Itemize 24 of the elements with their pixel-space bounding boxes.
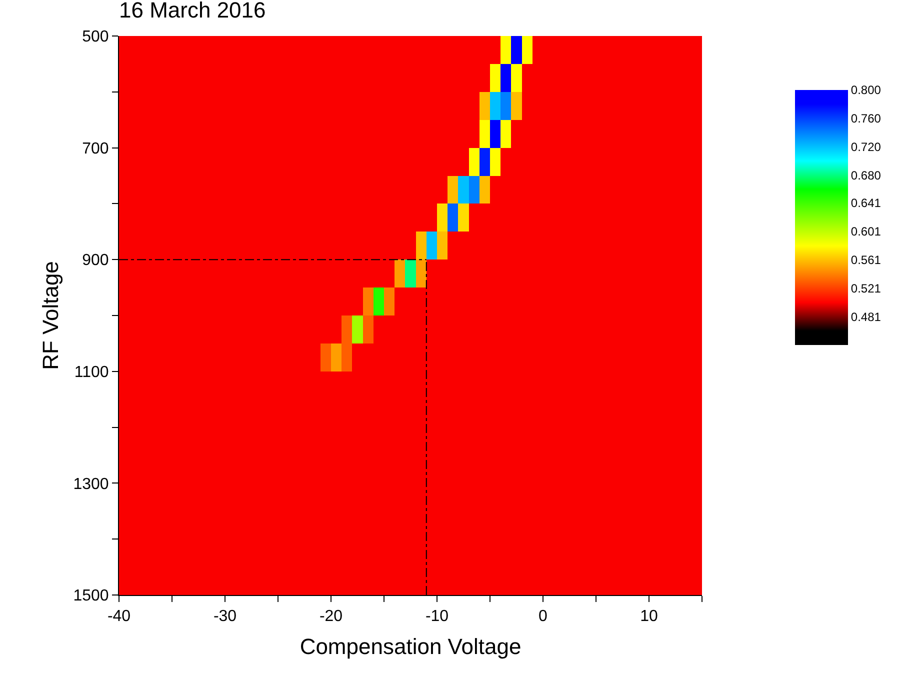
x-axis-title: Compensation Voltage bbox=[300, 634, 522, 660]
color-bar-label: 0.760 bbox=[850, 112, 882, 126]
y-tick-label: 1100 bbox=[74, 364, 109, 381]
x-tick-label: 10 bbox=[640, 608, 658, 626]
x-tick-label: -30 bbox=[213, 608, 237, 626]
y-tick-label: 500 bbox=[82, 28, 109, 46]
y-tick-label: 1500 bbox=[73, 588, 109, 605]
color-bar-label: 0.521 bbox=[850, 281, 882, 296]
x-tick-label: -40 bbox=[107, 608, 131, 626]
chart-title: 16 March 2016 bbox=[119, 0, 266, 22]
y-tick-label: 1300 bbox=[73, 476, 109, 493]
x-tick-label: 0 bbox=[538, 608, 548, 626]
y-tick-label: 700 bbox=[82, 140, 109, 158]
color-bar-label: 0.601 bbox=[850, 224, 882, 239]
x-tick-label: -20 bbox=[319, 608, 343, 626]
y-axis-title: RF Voltage bbox=[38, 261, 64, 370]
color-bar-label: 0.641 bbox=[850, 196, 882, 210]
y-tick-label: 900 bbox=[82, 252, 109, 270]
x-tick-label: -10 bbox=[425, 608, 449, 626]
color-bar-label: 0.720 bbox=[850, 140, 882, 154]
color-bar-label: 0.561 bbox=[850, 252, 882, 267]
color-bar-label: 0.481 bbox=[850, 310, 882, 324]
color-bar-label: 0.680 bbox=[850, 168, 882, 182]
color-bar-label: 0.800 bbox=[850, 83, 882, 98]
